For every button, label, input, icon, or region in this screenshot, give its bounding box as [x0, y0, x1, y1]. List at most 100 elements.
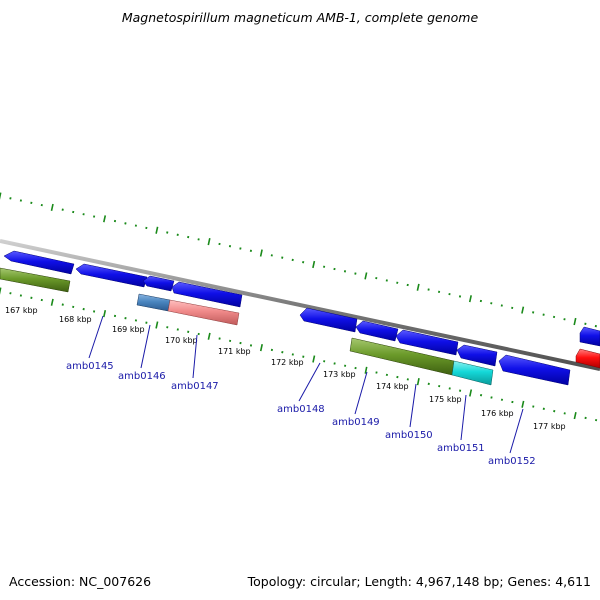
inner-minor-tick: [61, 303, 64, 306]
cds-feature[interactable]: [395, 329, 459, 356]
cds-feature[interactable]: [456, 344, 498, 367]
leader-line: [88, 315, 104, 359]
kbp-label: 176 kbp: [481, 409, 514, 418]
kbp-label: 167 kbp: [5, 306, 38, 315]
green-feature[interactable]: [0, 267, 71, 293]
outer-major-tick: [416, 283, 420, 291]
outer-major-tick: [155, 226, 159, 234]
outer-minor-tick: [281, 256, 284, 259]
inner-minor-tick: [479, 393, 483, 397]
map-title: Magnetospirillum magneticum AMB-1, compl…: [122, 10, 479, 25]
inner-major-tick: [259, 344, 263, 352]
outer-minor-tick: [552, 315, 556, 319]
gene-label-amb0152[interactable]: amb0152: [488, 456, 536, 467]
inner-major-tick: [312, 355, 316, 363]
kbp-label: 174 kbp: [376, 382, 409, 391]
kbp-label: 170 kbp: [165, 336, 198, 345]
cds-feature[interactable]: [498, 354, 571, 386]
cds-feature[interactable]: [299, 307, 358, 333]
inner-minor-tick: [553, 409, 556, 413]
cds-feature[interactable]: [579, 326, 600, 347]
inner-minor-tick: [427, 382, 430, 386]
outer-major-tick: [364, 272, 368, 280]
kbp-label: 169 kbp: [112, 325, 145, 334]
gene-labels: amb0145 amb0146 amb0147 amb0148 amb0149 …: [66, 361, 536, 467]
inner-minor-tick: [82, 307, 85, 311]
outer-minor-tick: [166, 231, 169, 234]
gene-label-amb0149[interactable]: amb0149: [332, 417, 380, 428]
leader-line: [192, 334, 198, 379]
inner-major-tick: [521, 400, 525, 408]
cds-feature[interactable]: [75, 263, 148, 288]
accession-text: Accession: NC_007626: [9, 574, 151, 589]
leader-line: [354, 371, 368, 415]
red-feature[interactable]: [575, 348, 600, 369]
inner-major-tick: [0, 287, 2, 295]
inner-minor-tick: [134, 319, 138, 322]
outer-minor-tick: [396, 281, 399, 284]
features-forward-track: [3, 250, 600, 386]
outer-minor-tick: [437, 290, 441, 294]
leader-line: [409, 383, 417, 428]
kbp-label: 173 kbp: [323, 370, 356, 379]
cds-feature[interactable]: [171, 281, 243, 308]
kbp-label: 177 kbp: [533, 422, 566, 431]
inner-major-tick: [207, 332, 211, 340]
blue-grey-feature[interactable]: [136, 293, 171, 312]
inner-major-tick: [469, 389, 473, 397]
gene-label-amb0147[interactable]: amb0147: [171, 381, 219, 392]
inner-major-tick: [103, 310, 107, 318]
outer-minor-tick: [9, 197, 12, 200]
kbp-label: 168 kbp: [59, 315, 92, 324]
outer-minor-tick: [594, 324, 597, 328]
inner-minor-tick: [9, 292, 12, 295]
inner-major-tick: [50, 298, 54, 306]
inner-minor-tick: [500, 398, 504, 401]
outer-minor-tick: [124, 222, 127, 225]
outer-minor-tick: [145, 226, 148, 230]
inner-major-tick: [573, 412, 577, 420]
inner-major-tick: [364, 366, 368, 374]
leader-line: [509, 408, 524, 454]
inner-major-tick: [416, 378, 420, 386]
outer-minor-tick: [532, 311, 535, 314]
outer-minor-tick: [302, 260, 305, 264]
gene-label-amb0146[interactable]: amb0146: [118, 371, 166, 382]
pink-feature[interactable]: [167, 299, 240, 326]
cds-feature[interactable]: [3, 250, 75, 275]
kbp-label: 175 kbp: [429, 395, 462, 404]
outer-tick-track: [0, 192, 597, 328]
gene-label-amb0150[interactable]: amb0150: [385, 430, 433, 441]
cds-feature[interactable]: [355, 320, 399, 342]
kbp-label: 172 kbp: [271, 358, 304, 367]
kbp-label: 171 kbp: [218, 347, 251, 356]
outer-major-tick: [521, 306, 525, 314]
outer-major-tick: [259, 249, 263, 257]
gene-label-amb0148[interactable]: amb0148: [277, 404, 325, 415]
features-lower-track: [0, 267, 494, 386]
leader-line: [460, 394, 467, 441]
outer-minor-tick: [30, 201, 33, 205]
genome-summary-text: Topology: circular; Length: 4,967,148 bp…: [247, 574, 591, 589]
gene-label-amb0151[interactable]: amb0151: [437, 443, 485, 454]
inner-minor-tick: [354, 366, 357, 370]
leader-line: [140, 324, 151, 369]
outer-major-tick: [0, 192, 2, 200]
inner-major-tick: [155, 321, 159, 329]
gene-leader-lines: [88, 315, 524, 454]
genome-backbone: [0, 239, 600, 371]
cds-feature[interactable]: [142, 275, 175, 292]
outer-major-tick: [50, 203, 54, 211]
cyan-feature[interactable]: [451, 360, 494, 386]
inner-minor-tick: [281, 350, 284, 354]
outer-major-tick: [468, 295, 472, 303]
outer-major-tick: [312, 260, 316, 269]
inner-tick-track: [0, 287, 598, 422]
kbp-scale-labels: 167 kbp 168 kbp 169 kbp 170 kbp 171 kbp …: [5, 306, 566, 431]
gene-label-amb0145[interactable]: amb0145: [66, 361, 114, 372]
leader-line: [298, 362, 321, 402]
outer-major-tick: [207, 238, 211, 246]
outer-major-tick: [573, 317, 577, 326]
outer-major-tick: [103, 215, 107, 223]
